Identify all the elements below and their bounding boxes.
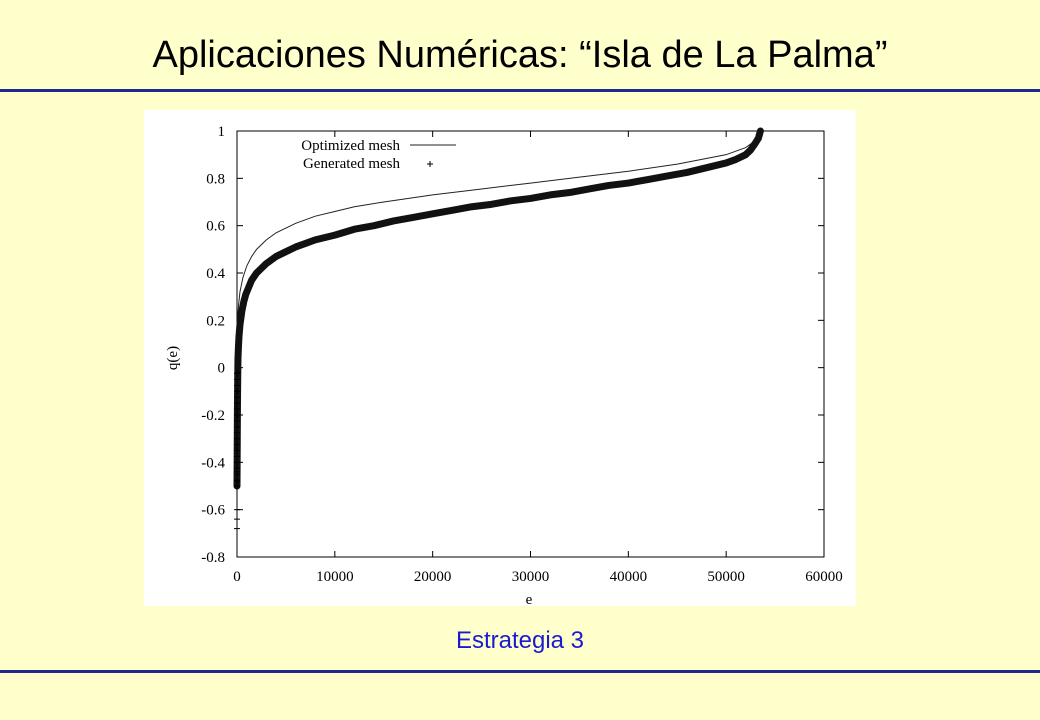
top-divider (0, 89, 1040, 92)
legend-label-generated: Generated mesh (303, 156, 401, 172)
generated-mesh-point (234, 388, 240, 395)
caption: Estrategia 3 (455, 627, 585, 654)
generated-mesh-point (234, 370, 240, 377)
generated-mesh-point (234, 459, 240, 466)
y-tick-label: -0.8 (201, 550, 225, 566)
generated-mesh-point (234, 412, 240, 418)
generated-mesh-point (234, 435, 240, 442)
y-tick-label: -0.6 (201, 503, 225, 519)
legend-swatch-generated (427, 161, 433, 167)
generated-mesh-point (234, 400, 240, 407)
y-tick-label: 1 (218, 124, 226, 140)
series-generated-mesh (233, 127, 764, 490)
y-tick-label: -0.2 (201, 408, 225, 424)
quality-chart: 0 10000 20000 30000 40000 50000 60000 -0.8 -0.6 -… (165, 124, 843, 606)
generated-mesh-point (234, 423, 240, 430)
generated-mesh-point (234, 382, 240, 389)
generated-mesh-point (234, 376, 240, 383)
x-tick-label: 40000 (610, 569, 648, 585)
y-tick-label: 0.8 (206, 171, 225, 187)
generated-mesh-outlier (234, 516, 240, 523)
chart-panel: 0 10000 20000 30000 40000 50000 60000 -0.8 -0.6 -… (144, 110, 856, 606)
legend-label-optimized: Optimized mesh (301, 138, 400, 154)
series-optimized-mesh (236, 130, 761, 333)
generated-mesh-point (234, 417, 240, 424)
generated-mesh-outlier (234, 506, 240, 513)
generated-mesh-point (234, 477, 240, 484)
y-tick-label: -0.4 (201, 455, 225, 471)
x-tick-label: 0 (233, 569, 241, 585)
generated-mesh-point (234, 471, 240, 478)
generated-mesh-point (234, 465, 240, 472)
bottom-divider (0, 670, 1040, 673)
y-tick-label: 0 (218, 361, 226, 377)
y-axis-label: q(e) (165, 346, 181, 370)
generated-mesh-point (234, 394, 240, 401)
generated-mesh-point (234, 483, 240, 489)
x-tick-label: 30000 (512, 569, 550, 585)
x-tick-label: 20000 (414, 569, 452, 585)
slide-title: Aplicaciones Numéricas: “Isla de La Palm… (152, 34, 888, 76)
generated-mesh-point (234, 429, 240, 436)
x-tick-label: 60000 (805, 569, 843, 585)
y-tick-label: 0.2 (206, 313, 225, 329)
generated-mesh-point (234, 441, 240, 448)
x-tick-label: 50000 (707, 569, 745, 585)
generated-mesh-point (234, 447, 240, 454)
generated-mesh-point (234, 453, 240, 460)
y-tick-label: 0.4 (206, 266, 225, 282)
generated-mesh-point (234, 406, 240, 413)
generated-mesh-point (234, 369, 241, 376)
y-tick-label: 0.6 (206, 219, 225, 235)
x-axis-label: e (526, 592, 533, 606)
legend: Optimized mesh Generated mesh (301, 138, 456, 172)
x-tick-label: 10000 (316, 569, 354, 585)
generated-mesh-outlier (234, 525, 240, 532)
